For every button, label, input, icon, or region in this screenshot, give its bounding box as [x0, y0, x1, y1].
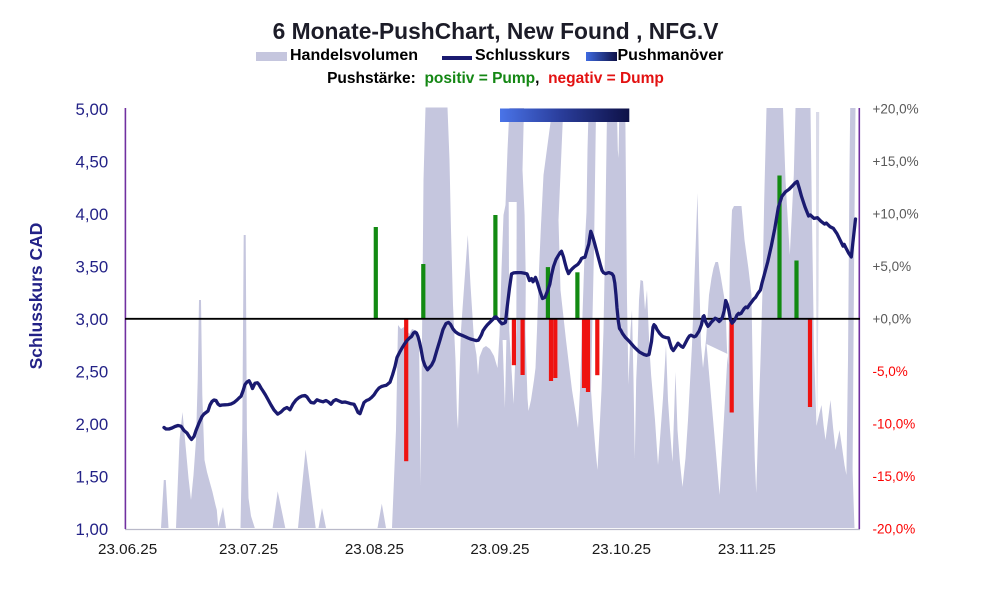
svg-text:+20,0%: +20,0%: [873, 101, 919, 116]
svg-text:23.08.25: 23.08.25: [345, 541, 404, 558]
svg-text:23.06.25: 23.06.25: [98, 541, 157, 558]
svg-text:4,00: 4,00: [76, 205, 109, 224]
svg-text:4,50: 4,50: [76, 152, 109, 171]
svg-text:23.07.25: 23.07.25: [219, 541, 278, 558]
svg-text:3,50: 3,50: [76, 257, 109, 276]
svg-text:+0,0%: +0,0%: [873, 311, 912, 326]
svg-text:23.09.25: 23.09.25: [470, 541, 529, 558]
svg-text:23.10.25: 23.10.25: [592, 541, 651, 558]
svg-text:2,00: 2,00: [76, 415, 109, 434]
svg-text:-10,0%: -10,0%: [873, 416, 916, 431]
svg-text:1,50: 1,50: [76, 467, 109, 486]
svg-text:+5,0%: +5,0%: [873, 259, 912, 274]
svg-text:2,50: 2,50: [76, 362, 109, 381]
svg-text:1,00: 1,00: [76, 520, 109, 539]
svg-text:+10,0%: +10,0%: [873, 206, 919, 221]
svg-text:-5,0%: -5,0%: [873, 364, 908, 379]
svg-text:3,00: 3,00: [76, 310, 109, 329]
svg-text:Schlusskurs CAD: Schlusskurs CAD: [26, 223, 46, 370]
svg-text:23.11.25: 23.11.25: [718, 541, 776, 558]
svg-text:+15,0%: +15,0%: [873, 154, 919, 169]
svg-text:-15,0%: -15,0%: [873, 469, 916, 484]
svg-text:-20,0%: -20,0%: [873, 521, 916, 536]
svg-text:5,00: 5,00: [76, 100, 109, 119]
